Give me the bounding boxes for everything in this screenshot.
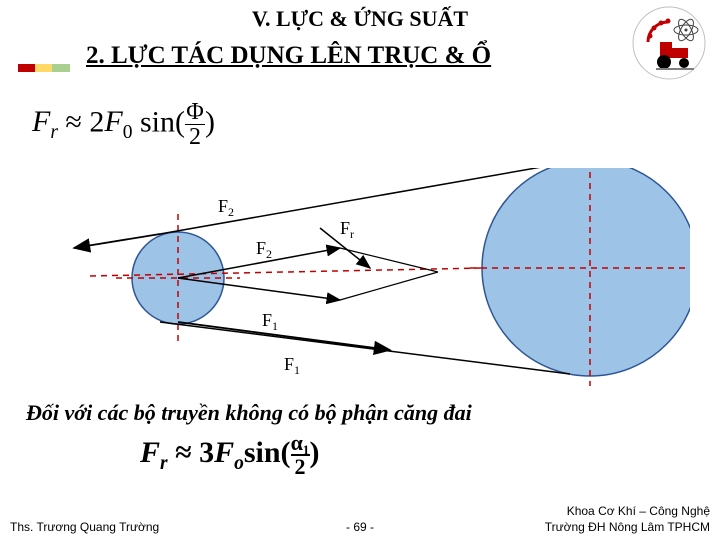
- slide-footer: Ths. Trương Quang Trường - 69 - Khoa Cơ …: [0, 500, 720, 540]
- var-f0: F0: [104, 105, 132, 138]
- fraction-phi-2: Φ2: [185, 100, 205, 149]
- subsection-title: 2. LỰC TÁC DỤNG LÊN TRỤC & Ổ: [86, 42, 491, 70]
- university-logo-icon: [632, 6, 706, 80]
- approx-sign-2: ≈: [175, 436, 191, 469]
- var-fr: Fr: [32, 105, 58, 138]
- footer-school: Trường ĐH Nông Lâm TPHCM: [545, 520, 710, 534]
- coef-3: 3: [199, 436, 214, 469]
- accent-seg3: [52, 64, 70, 72]
- sin-open-2: sin(: [244, 436, 291, 469]
- footer-dept: Khoa Cơ Khí – Công Nghệ: [567, 504, 710, 518]
- svg-text:Fr: Fr: [340, 218, 354, 241]
- svg-text:F1: F1: [262, 310, 278, 333]
- note-text: Đối với các bộ truyền không có bộ phận c…: [26, 400, 472, 426]
- svg-text:F2: F2: [256, 238, 272, 261]
- accent-seg2: [35, 64, 52, 72]
- fraction-alpha-2: α₁2: [291, 432, 310, 478]
- approx-sign: ≈: [65, 105, 81, 138]
- formula-fr-2f0: Fr ≈ 2F0 sin(Φ2): [32, 100, 215, 149]
- section-title: V. LỰC & ỨNG SUẤT: [0, 6, 720, 32]
- paren-close-2: ): [310, 436, 320, 469]
- svg-text:F2: F2: [218, 196, 234, 219]
- belt-force-diagram: F2 F2 Fr F1 F1: [30, 168, 690, 388]
- var-f0-2: Fo: [214, 436, 244, 469]
- sin-open: sin(: [140, 105, 185, 138]
- var-fr2: Fr: [140, 436, 168, 469]
- accent-seg1: [18, 64, 35, 72]
- formula-fr-3f0: Fr ≈ 3Fosin(α₁2): [140, 432, 320, 478]
- accent-bar: [18, 64, 70, 72]
- paren-close: ): [205, 105, 215, 138]
- svg-text:F1: F1: [284, 354, 300, 377]
- coef-2: 2: [89, 105, 104, 138]
